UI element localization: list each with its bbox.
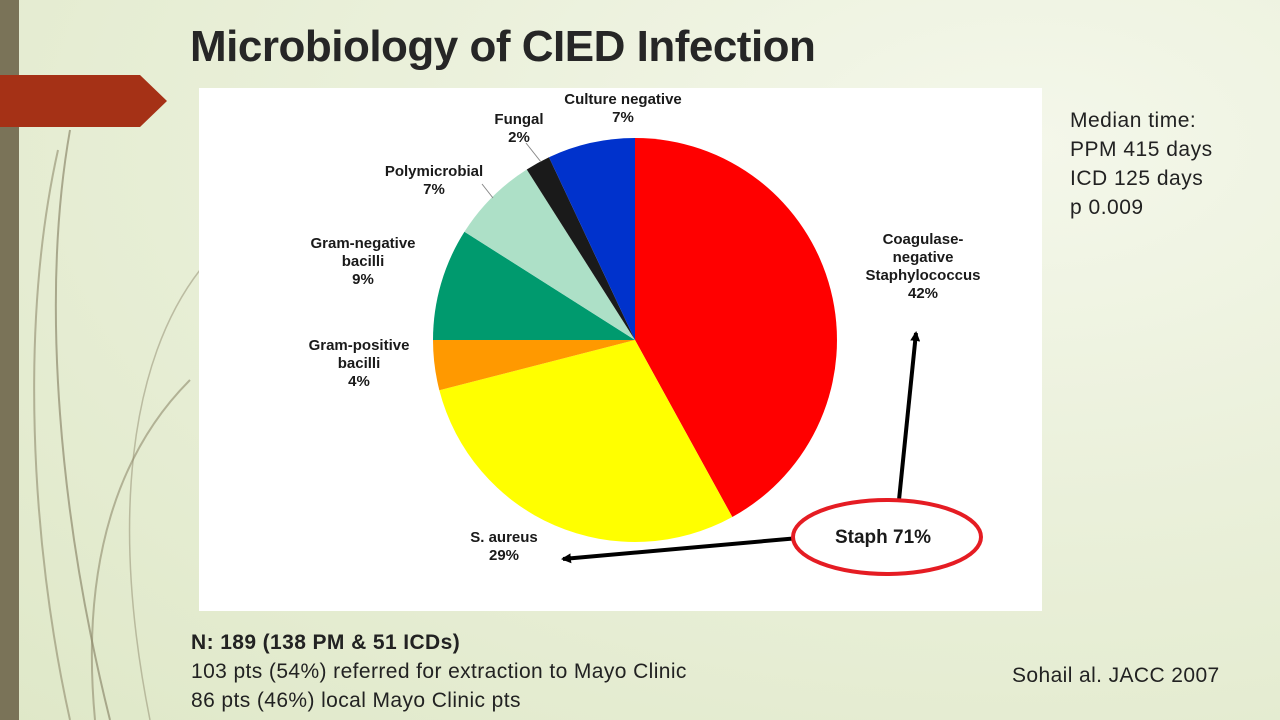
pie-chart: Coagulase-negative Staphylococcus 42% S. au… bbox=[309, 91, 983, 576]
left-accent-bar bbox=[0, 0, 19, 720]
pie-slice-3 bbox=[433, 231, 635, 340]
arrow-to-s-aureus bbox=[561, 536, 800, 564]
footer-line-local: 86 pts (46%) local Mayo Clinic pts bbox=[191, 689, 521, 712]
slice-label-3: Gram-negative bacilli 9% bbox=[310, 235, 415, 288]
slice-label-0: Coagulase-negative Staphylococcus 42% bbox=[865, 231, 980, 302]
accent-tab bbox=[0, 75, 167, 127]
slice-label-5: Fungal 2% bbox=[494, 111, 543, 146]
citation: Sohail al. JACC 2007 bbox=[1012, 664, 1220, 687]
footer-line-referred: 103 pts (54%) referred for extraction to… bbox=[191, 660, 687, 683]
median-time-note: Median time: PPM 415 days ICD 125 days p… bbox=[1070, 106, 1213, 222]
pie-chart-panel: Coagulase-negative Staphylococcus 42% S. au… bbox=[199, 88, 1042, 611]
pie-slice-2 bbox=[433, 340, 635, 391]
staph-highlight-ellipse bbox=[791, 498, 983, 576]
footer-line-n: N: 189 (138 PM & 51 ICDs) bbox=[191, 631, 461, 654]
arrow-to-coagulase-negative bbox=[897, 331, 921, 501]
pie-slice-5 bbox=[526, 157, 635, 340]
pie-slice-0 bbox=[635, 138, 837, 518]
slice-label-6: Culture negative 7% bbox=[564, 91, 682, 126]
pie-slice-6 bbox=[548, 138, 635, 340]
median-icd: ICD 125 days bbox=[1070, 167, 1204, 190]
leader-line-5 bbox=[525, 142, 542, 163]
pie-slice-1 bbox=[439, 340, 733, 542]
slide-title: Microbiology of CIED Infection bbox=[190, 22, 816, 71]
median-heading: Median time: bbox=[1070, 109, 1197, 132]
pie-slice-4 bbox=[464, 169, 635, 340]
slice-label-4: Polymicrobial 7% bbox=[385, 163, 483, 198]
median-p-value: p 0.009 bbox=[1070, 196, 1144, 219]
staph-annotation-label: Staph 71% bbox=[835, 527, 931, 548]
study-footer: N: 189 (138 PM & 51 ICDs) 103 pts (54%) … bbox=[191, 628, 687, 715]
median-ppm: PPM 415 days bbox=[1070, 138, 1213, 161]
slice-label-1: S. aureus 29% bbox=[470, 529, 538, 564]
leader-line-4 bbox=[481, 183, 494, 199]
slice-label-2: Gram-positive bacilli 4% bbox=[309, 337, 410, 390]
